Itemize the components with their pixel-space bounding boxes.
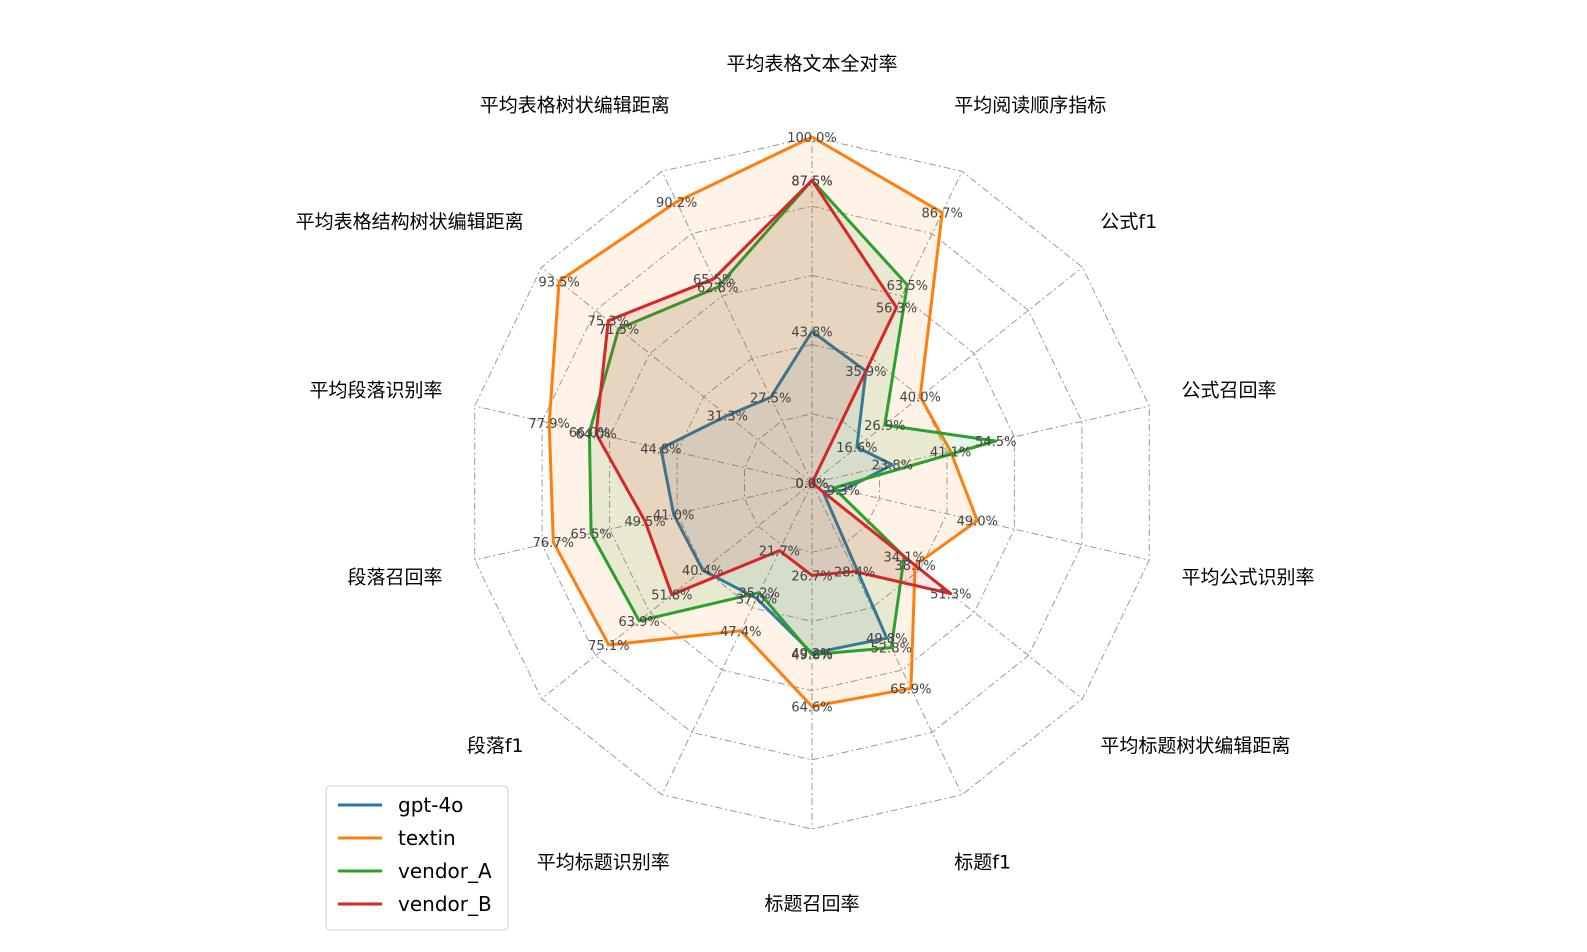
value-label-gpt-4o-0: 43.8% (791, 326, 832, 341)
axis-label-6: 标题f1 (954, 851, 1011, 873)
grid-spoke-4 (811, 482, 1150, 561)
series-textin (547, 135, 979, 708)
grid-spoke-1 (811, 171, 963, 484)
value-label-vendor_A-10: 65.5% (570, 527, 611, 542)
value-label-gpt-4o-12: 31.3% (707, 410, 748, 425)
grid-ring-5 (474, 136, 1150, 830)
value-label-gpt-4o-6: 49.8% (866, 632, 907, 647)
value-label-gpt-4o-3: 23.8% (872, 459, 913, 474)
value-label-vendor_B-10: 49.5% (624, 515, 665, 530)
value-label-textin-7: 64.6% (791, 701, 832, 716)
legend-label-gpt-4o: gpt-4o (398, 793, 463, 817)
value-label-vendor_B-5: 51.3% (930, 588, 971, 603)
axis-label-5: 平均标题树状编辑距离 (1100, 735, 1290, 757)
series-vendor_A (587, 178, 998, 657)
value-label-vendor_A-5: 34.1% (884, 551, 925, 566)
value-label-textin-2: 40.0% (900, 391, 941, 406)
value-label-textin-10: 76.7% (533, 536, 574, 551)
axis-label-7: 标题召回率 (764, 893, 859, 915)
axis-label-11: 平均段落识别率 (309, 380, 442, 402)
value-label-textin-12: 93.5% (538, 275, 579, 290)
value-label-vendor_B-1: 56.3% (876, 302, 917, 317)
value-label-vendor_B-12: 75.3% (588, 315, 629, 330)
value-label-textin-0: 100.0% (787, 131, 837, 146)
legend: gpt-4o textin vendor_A vendor_B (325, 785, 509, 931)
radar-series (547, 135, 998, 708)
value-label-vendor_A-6: 52.8% (871, 642, 912, 657)
value-label-vendor_A-8: 35.2% (739, 587, 780, 602)
legend-frame (325, 785, 509, 931)
value-label-textin-4: 49.0% (957, 515, 998, 530)
series-vendor_B (594, 178, 953, 597)
value-label-gpt-4o-4: 9.3% (827, 484, 860, 499)
value-labels: 43.8% 35.9% 16.6% 23.8% 9.3% 49.8% 49.2% 37.0% 4… (529, 131, 1017, 716)
grid-spoke-3 (811, 405, 1150, 484)
value-label-vendor_B-0: 87.5% (791, 174, 832, 189)
axis-label-4: 平均公式识别率 (1182, 567, 1315, 589)
radar-grid (474, 136, 1150, 830)
value-label-gpt-4o-7: 49.2% (791, 647, 832, 662)
axis-label-1: 平均阅读顺序指标 (954, 95, 1106, 117)
grid-ring-3 (609, 274, 1015, 692)
grid-spoke-13 (661, 171, 813, 484)
legend-label-vendor_B: vendor_B (398, 892, 492, 916)
value-label-gpt-4o-8: 37.0% (736, 592, 777, 607)
value-label-vendor_A-13: 62.8% (697, 281, 738, 296)
value-label-textin-1: 86.7% (922, 207, 963, 222)
axis-label-10: 段落召回率 (347, 567, 442, 589)
axis-label-8: 平均标题识别率 (537, 851, 670, 873)
axis-label-3: 公式召回率 (1182, 380, 1277, 402)
value-label-vendor_B-8: 21.7% (759, 545, 800, 560)
value-label-vendor_A-3: 54.5% (975, 435, 1016, 450)
grid-spoke-9 (541, 482, 813, 700)
value-label-textin-11: 77.9% (529, 417, 570, 432)
value-label-textin-13: 90.2% (656, 196, 697, 211)
value-label-gpt-4o-2: 16.6% (836, 441, 877, 456)
axis-label-9: 段落f1 (467, 735, 524, 757)
grid-spoke-6 (811, 482, 963, 795)
legend-label-vendor_A: vendor_A (398, 859, 492, 883)
axis-label-2: 公式f1 (1100, 211, 1157, 233)
value-label-textin-5: 38.1% (894, 559, 935, 574)
value-label-vendor_A-2: 26.9% (864, 419, 905, 434)
value-label-vendor_A-12: 71.5% (598, 323, 639, 338)
grid-spoke-10 (474, 482, 813, 561)
value-label-vendor_A-1: 63.5% (887, 279, 928, 294)
value-label-vendor_B-4: 0.0% (795, 477, 828, 492)
grid-spoke-2 (811, 266, 1083, 484)
grid-spoke-8 (661, 482, 813, 795)
axis-label-12: 平均表格结构树状编辑距离 (296, 211, 524, 233)
legend-label-textin: textin (398, 826, 456, 850)
axis-label-13: 平均表格树状编辑距离 (480, 95, 670, 117)
value-label-vendor_A-11: 66.0% (569, 426, 610, 441)
value-label-gpt-4o-10: 41.0% (653, 509, 694, 524)
value-label-vendor_B-9: 51.8% (651, 589, 692, 604)
value-label-vendor_A-9: 63.9% (618, 615, 659, 630)
grid-ring-1 (744, 413, 880, 553)
value-label-vendor_B-2: 0.0% (795, 477, 828, 492)
grid-spoke-5 (811, 482, 1083, 700)
value-label-vendor_B-7: 26.7% (791, 569, 832, 584)
value-label-textin-9: 75.1% (588, 639, 629, 654)
value-label-gpt-4o-13: 27.5% (750, 391, 791, 406)
value-label-vendor_B-11: 64.0% (575, 428, 616, 443)
value-label-textin-8: 47.4% (720, 625, 761, 640)
value-label-vendor_B-6: 28.4% (834, 566, 875, 581)
axis-label-0: 平均表格文本全对率 (726, 53, 897, 75)
value-label-vendor_A-0: 87.5% (791, 174, 832, 189)
value-label-gpt-4o-9: 40.4% (682, 564, 723, 579)
value-label-vendor_B-3: 0.0% (795, 477, 828, 492)
value-label-vendor_A-7: 49.6% (791, 649, 832, 664)
value-label-gpt-4o-11: 44.8% (640, 443, 681, 458)
grid-ring-4 (541, 205, 1083, 761)
value-label-textin-3: 41.1% (930, 445, 971, 460)
value-label-vendor_B-13: 65.5% (693, 273, 734, 288)
value-label-gpt-4o-1: 35.9% (845, 365, 886, 380)
grid-spoke-11 (474, 405, 813, 484)
grid-spoke-12 (541, 266, 813, 484)
value-label-textin-6: 65.9% (890, 682, 931, 697)
